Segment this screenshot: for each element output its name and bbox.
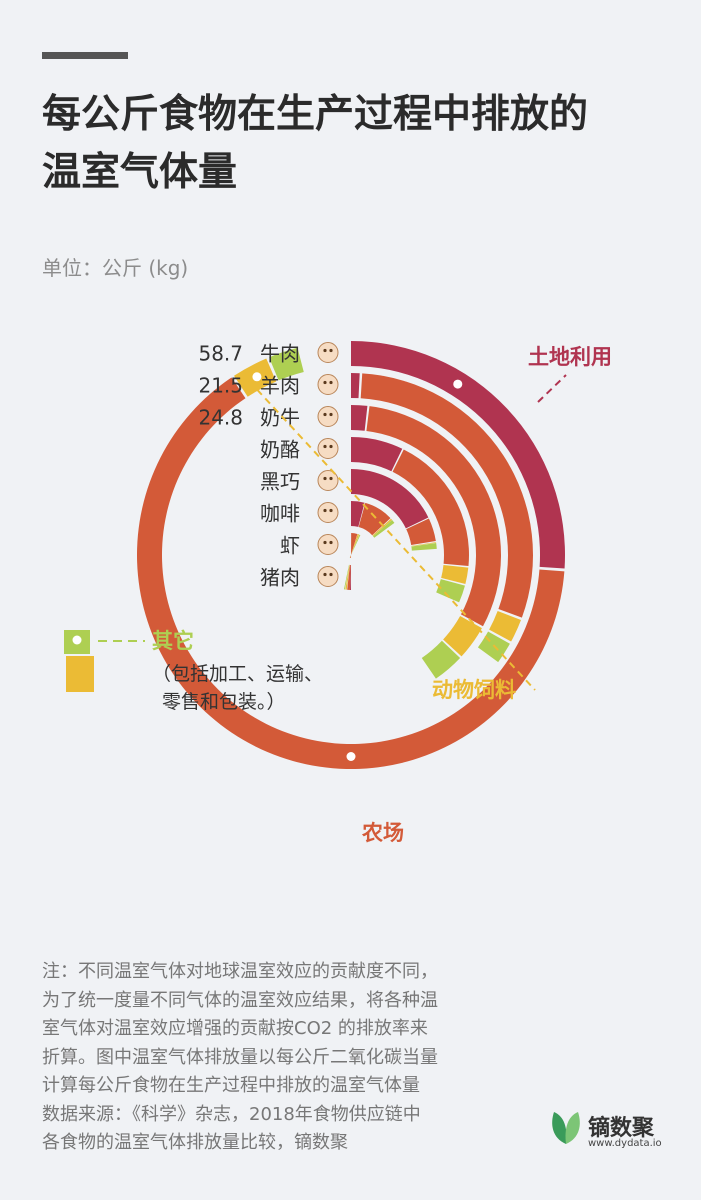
bar-segment-animal_feed: 奶牛 · 动物饲料: 2.4 xyxy=(443,615,482,657)
note-line: 数据来源：《科学》杂志，2018年食物供应链中 xyxy=(42,1103,421,1125)
page-title: 每公斤食物在生产过程中排放的 温室气体量 xyxy=(42,86,662,202)
bar-segment-land_use: 猪肉 · 土地利用: 0.3 xyxy=(350,565,351,591)
note-line: 计算每公斤食物在生产过程中排放的温室气体量 xyxy=(42,1075,420,1096)
logo-url: www.dydata.io xyxy=(588,1138,662,1149)
bar-segment-land_use: 黑巧 · 土地利用: 11 xyxy=(351,469,429,529)
title-line-2: 温室气体量 xyxy=(42,150,238,195)
bar-segment-other: 虾 · 其它: 0.6 xyxy=(349,534,361,558)
bar-segment-other: 猪肉 · 其它: 0.4 xyxy=(343,564,350,590)
bar-segment-farm: 羊肉 · 农场: 18.2 xyxy=(360,373,533,618)
legend-label-other: 其它 xyxy=(152,629,194,653)
bar-segment-land_use: 羊肉 · 土地利用: 0.6 xyxy=(351,373,360,399)
category-label: 奶酪 xyxy=(260,438,300,462)
bar-segment-other: 黑巧 · 其它: 0.8 xyxy=(411,543,437,551)
note-line: 为了统一度量不同气体的温室效应结果，将各种温 xyxy=(42,989,438,1011)
bar-segment-farm: 猪肉 · 农场: 0.9 xyxy=(347,564,351,590)
legend-land-use: 土地利用 xyxy=(453,345,612,403)
legend-label-land-use: 土地利用 xyxy=(528,345,612,369)
bar-segment-other: 咖啡 · 其它: 0.8 xyxy=(373,519,395,538)
bar-segment-other: 奶酪 · 其它: 1.6 xyxy=(436,579,465,603)
pig-icon xyxy=(317,566,339,587)
radial-chart: 牛肉 · 土地利用: 16牛肉 · 农场: 39.4牛肉 · 动物饲料: 1.8… xyxy=(64,341,612,845)
bar-segment-other: 牛肉 · 其它: 1.5 xyxy=(269,347,304,381)
legend-other: 其它 （包括加工、运输、零售和包装。） xyxy=(64,629,323,713)
category-label: 黑巧 xyxy=(260,470,300,494)
total-value-label: 58.7 xyxy=(198,342,243,366)
cheese-icon xyxy=(317,438,339,459)
legend-label-farm: 农场 xyxy=(361,821,404,845)
bar-segment-land_use: 奶牛 · 土地利用: 1.2 xyxy=(351,405,368,431)
cow-icon xyxy=(317,342,339,363)
legend-animal-feed: 动物饲料 xyxy=(248,372,536,702)
bar-segment-farm: 黑巧 · 农场: 2.8 xyxy=(406,518,436,546)
sheep-icon xyxy=(317,374,339,395)
leaf-logo-icon xyxy=(552,1112,580,1144)
category-label: 猪肉 xyxy=(260,566,300,590)
bar-segment-land_use: 咖啡 · 土地利用: 2.6 xyxy=(351,501,365,527)
footnote: 注：不同温室气体对地球温室效应的贡献度不同， 为了统一度量不同气体的温室效应结果… xyxy=(42,958,512,1158)
bar-segment-animal_feed: 猪肉 · 动物饲料: 0.5 xyxy=(345,564,350,590)
legend-label-animal-feed: 动物饲料 xyxy=(432,678,516,702)
total-value-label: 24.8 xyxy=(198,406,243,430)
note-line: 注：不同温室气体对地球温室效应的贡献度不同， xyxy=(42,961,438,982)
bar-segment-animal_feed: 羊肉 · 动物饲料: 1.4 xyxy=(489,611,521,642)
note-line: 折算。图中温室气体排放量以每公斤二氧化碳当量 xyxy=(42,1046,438,1068)
bar-segment-other: 奶牛 · 其它: 2.2 xyxy=(421,640,461,679)
dairy-cow-icon xyxy=(317,406,339,427)
chocolate-icon xyxy=(317,470,339,491)
title-line-1: 每公斤食物在生产过程中排放的 xyxy=(42,92,589,137)
note-line: 室气体对温室效应增强的贡献按CO2 的排放率来 xyxy=(42,1018,428,1039)
bar-segment-farm: 奶牛 · 农场: 19 xyxy=(366,406,502,627)
category-label: 咖啡 xyxy=(260,502,300,526)
coffee-icon xyxy=(317,502,339,523)
total-value-label: 21.5 xyxy=(198,374,243,398)
bar-segment-animal_feed: 黑巧 · 动物饲料: 0.1 xyxy=(411,542,437,547)
top-accent-bar xyxy=(42,52,128,59)
bar-segment-land_use: 奶酪 · 土地利用: 4.5 xyxy=(351,437,403,472)
bars-group: 牛肉 · 土地利用: 16牛肉 · 农场: 39.4牛肉 · 动物饲料: 1.8… xyxy=(137,341,566,769)
bar-segment-animal_feed: 虾 · 动物饲料: 0.8 xyxy=(349,534,360,558)
category-label: 奶牛 xyxy=(260,406,300,430)
legend-sublabel-other: （包括加工、运输、 xyxy=(152,663,323,685)
legend-farm: 农场 xyxy=(346,752,404,845)
legend-sublabel-other: 零售和包装。） xyxy=(162,691,286,713)
category-label: 虾 xyxy=(280,534,300,558)
category-label: 牛肉 xyxy=(260,342,300,366)
bar-segment-farm: 咖啡 · 农场: 5.5 xyxy=(358,502,391,536)
brand-logo: 镝数聚 www.dydata.io xyxy=(548,1108,662,1150)
bar-segment-animal_feed: 奶酪 · 动物饲料: 1.5 xyxy=(441,565,469,584)
unit-label: 单位：公斤 (kg) xyxy=(42,256,189,280)
category-label: 羊肉 xyxy=(260,374,300,398)
shrimp-icon xyxy=(317,534,339,555)
logo-name: 镝数聚 xyxy=(588,1116,655,1141)
bar-segment-farm: 奶酪 · 农场: 11.8 xyxy=(392,449,469,567)
bar-segment-animal_feed: 咖啡 · 动物饲料: 0.3 xyxy=(372,518,392,537)
note-line: 各食物的温室气体排放量比较，镝数聚 xyxy=(42,1132,348,1153)
bar-segment-farm: 虾 · 农场: 2.9 xyxy=(350,533,358,558)
